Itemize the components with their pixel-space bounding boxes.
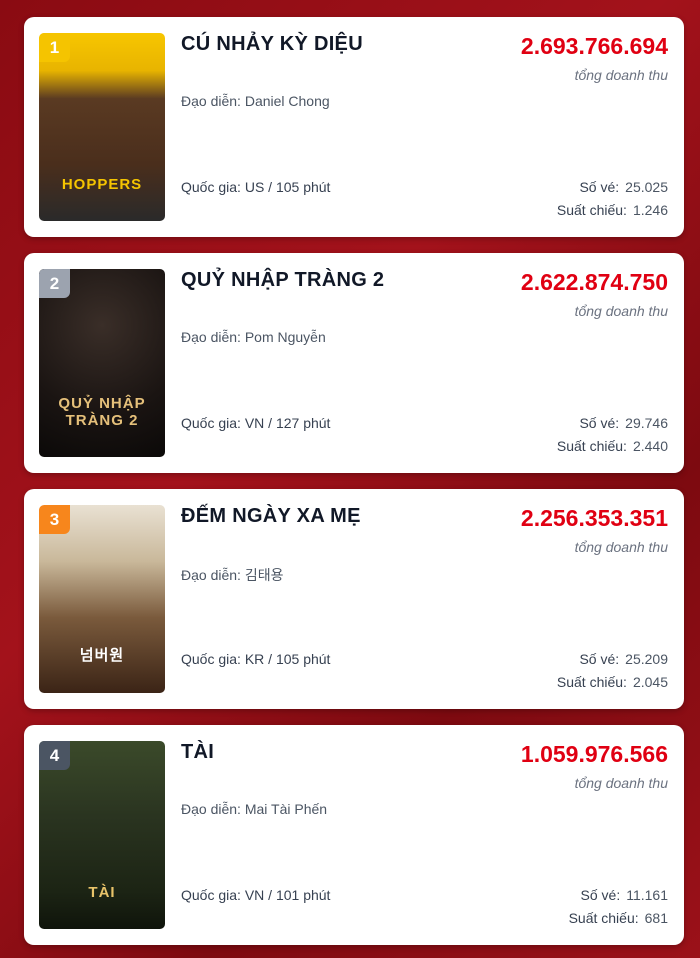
showtimes-value: 2.045 <box>632 674 668 690</box>
movie-poster[interactable]: HOPPERS 1 <box>39 33 165 221</box>
director: Đạo diễn: Mai Tài Phến <box>181 801 327 817</box>
country: Quốc gia: US / 105 phút <box>181 179 330 195</box>
rank-badge: 2 <box>39 269 70 298</box>
country-value: US / 105 phút <box>244 179 331 195</box>
movie-poster[interactable]: 넘버원 3 <box>39 505 165 693</box>
tickets-label: Số vé: <box>579 179 620 195</box>
revenue-value: 1.059.976.566 <box>520 741 668 767</box>
director-value: Mai Tài Phến <box>244 801 328 817</box>
showtimes: Suất chiếu: 2.440 <box>557 438 668 454</box>
poster-title: TÀI <box>88 884 116 901</box>
movie-card[interactable]: TÀI 4 TÀI Đạo diễn: Mai Tài Phến Quốc gi… <box>24 725 684 945</box>
country: Quốc gia: VN / 101 phút <box>181 887 330 903</box>
tickets: Số vé: 29.746 <box>579 415 668 431</box>
country-label: Quốc gia: <box>181 179 241 195</box>
movie-title[interactable]: ĐẾM NGÀY XA MẸ <box>181 505 361 527</box>
showtimes: Suất chiếu: 1.246 <box>557 202 668 218</box>
poster-title: QUỶ NHẬP TRÀNG 2 <box>58 395 146 429</box>
tickets-label: Số vé: <box>580 887 621 903</box>
tickets-value: 29.746 <box>625 415 668 431</box>
director-label: Đạo diễn: <box>181 567 241 583</box>
revenue-label: tổng doanh thu <box>574 67 668 83</box>
showtimes-label: Suất chiếu: <box>556 202 627 218</box>
director-value: Pom Nguyễn <box>244 329 326 345</box>
country-value: VN / 101 phút <box>244 887 331 903</box>
showtimes-label: Suất chiếu: <box>556 438 627 454</box>
revenue-value: 2.622.874.750 <box>520 269 668 295</box>
tickets-label: Số vé: <box>579 415 620 431</box>
showtimes-value: 1.246 <box>632 202 668 218</box>
director-value: Daniel Chong <box>244 93 330 109</box>
country: Quốc gia: VN / 127 phút <box>181 415 330 431</box>
revenue-label: tổng doanh thu <box>574 303 668 319</box>
showtimes-value: 681 <box>644 910 668 926</box>
rank-badge: 4 <box>39 741 70 770</box>
country-label: Quốc gia: <box>181 415 241 431</box>
rank-badge: 3 <box>39 505 70 534</box>
tickets-label: Số vé: <box>579 651 620 667</box>
poster-title: 넘버원 <box>79 647 125 664</box>
director-label: Đạo diễn: <box>181 801 241 817</box>
tickets: Số vé: 25.025 <box>579 179 668 195</box>
movie-poster[interactable]: TÀI 4 <box>39 741 165 929</box>
movie-card[interactable]: 넘버원 3 ĐẾM NGÀY XA MẸ Đạo diễn: 김태용 Quốc … <box>24 489 684 709</box>
movie-title[interactable]: QUỶ NHẬP TRÀNG 2 <box>181 269 385 291</box>
director-label: Đạo diễn: <box>181 93 241 109</box>
revenue-value: 2.256.353.351 <box>520 505 668 531</box>
tickets: Số vé: 11.161 <box>581 887 668 903</box>
tickets-value: 11.161 <box>626 887 668 903</box>
movie-title[interactable]: TÀI <box>181 741 215 763</box>
movie-poster[interactable]: QUỶ NHẬP TRÀNG 2 2 <box>39 269 165 457</box>
director: Đạo diễn: Pom Nguyễn <box>181 329 326 345</box>
movie-title[interactable]: CÚ NHẢY KỲ DIỆU <box>181 33 363 55</box>
poster-title: HOPPERS <box>61 176 143 193</box>
showtimes-label: Suất chiếu: <box>568 910 639 926</box>
director-value: 김태용 <box>244 567 284 583</box>
director: Đạo diễn: 김태용 <box>181 565 283 585</box>
movie-card[interactable]: QUỶ NHẬP TRÀNG 2 2 QUỶ NHẬP TRÀNG 2 Đạo … <box>24 253 684 473</box>
revenue-label: tổng doanh thu <box>574 539 668 555</box>
director: Đạo diễn: Daniel Chong <box>181 93 330 109</box>
showtimes-value: 2.440 <box>632 438 668 454</box>
showtimes: Suất chiếu: 2.045 <box>557 674 668 690</box>
tickets-value: 25.209 <box>625 651 668 667</box>
country: Quốc gia: KR / 105 phút <box>181 651 330 667</box>
country-label: Quốc gia: <box>181 651 241 667</box>
movie-card[interactable]: HOPPERS 1 CÚ NHẢY KỲ DIỆU Đạo diễn: Dani… <box>24 17 684 237</box>
country-value: KR / 105 phút <box>244 651 331 667</box>
director-label: Đạo diễn: <box>181 329 241 345</box>
revenue-label: tổng doanh thu <box>574 775 668 791</box>
country-value: VN / 127 phút <box>244 415 331 431</box>
country-label: Quốc gia: <box>181 887 241 903</box>
showtimes-label: Suất chiếu: <box>556 674 627 690</box>
tickets: Số vé: 25.209 <box>579 651 668 667</box>
tickets-value: 25.025 <box>625 179 668 195</box>
showtimes: Suất chiếu: 681 <box>569 910 668 926</box>
revenue-value: 2.693.766.694 <box>520 33 668 59</box>
rank-badge: 1 <box>39 33 70 62</box>
